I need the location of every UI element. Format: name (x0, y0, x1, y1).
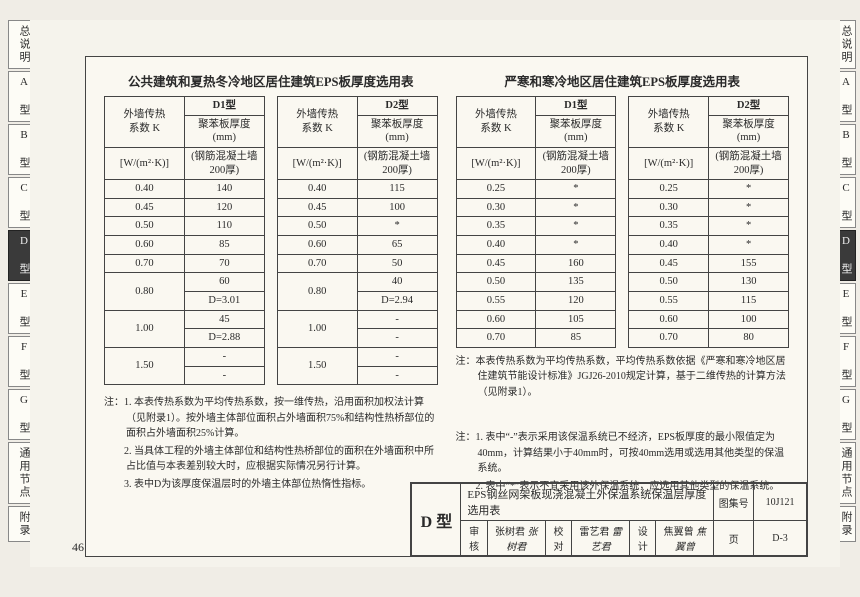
tb-a-val: 张树君 (495, 527, 525, 538)
tb-b-val: 雷艺君 (579, 527, 609, 538)
tb-desc: EPS钢丝网架板现浇混凝土外保温系统保温层厚度选用表 (461, 484, 714, 521)
tb-page-lab: 页 (714, 521, 754, 556)
tb-type: D 型 (412, 484, 461, 556)
left-notes: 注：1. 本表传热系数为平均传热系数，按一维传热，沿用面积加权法计算（见附录1）… (104, 395, 438, 494)
note-line: 3. 表中D为该厚度保温层时的外墙主体部位热惰性指标。 (126, 477, 438, 493)
note-line: 2. 当具体工程的外墙主体部位和结构性热桥部位的面积在外墙面积中所占比值与本表差… (126, 444, 438, 475)
drawing-frame: 公共建筑和夏热冬冷地区居住建筑EPS板厚度选用表 外墙传热系数 K D1型 聚苯… (85, 56, 808, 557)
left-table-title: 公共建筑和夏热冬冷地区居住建筑EPS板厚度选用表 (104, 71, 438, 90)
left-d2-table: 外墙传热系数 K D2型 聚苯板厚度 (mm) [W/(m²·K)](钢筋混凝土… (277, 96, 438, 385)
tb-set-label: 图集号 (714, 484, 754, 521)
note-line: 注：1. 本表传热系数为平均传热系数，按一维传热，沿用面积加权法计算（见附录1）… (126, 395, 438, 442)
left-column: 公共建筑和夏热冬冷地区居住建筑EPS板厚度选用表 外墙传热系数 K D1型 聚苯… (104, 71, 438, 496)
page-sheet: 公共建筑和夏热冬冷地区居住建筑EPS板厚度选用表 外墙传热系数 K D1型 聚苯… (30, 20, 840, 567)
right-tables-wrap: 外墙传热系数 K D1型 聚苯板厚度 (mm) [W/(m²·K)](钢筋混凝土… (456, 96, 790, 348)
tb-set-no: 10J121 (754, 484, 807, 521)
tb-b-lab: 校对 (545, 521, 571, 556)
right-d1-table: 外墙传热系数 K D1型 聚苯板厚度 (mm) [W/(m²·K)](钢筋混凝土… (456, 96, 617, 348)
title-block: D 型 EPS钢丝网架板现浇混凝土外保温系统保温层厚度选用表 图集号 10J12… (410, 482, 807, 556)
note-text: 本表传热系数为平均传热系数，平均传热系数依据《严寒和寒冷地区居住建筑节能设计标准… (476, 356, 786, 398)
tb-c-lab: 设计 (630, 521, 656, 556)
note-label: 注： (456, 356, 476, 367)
note-line: 注：1. 表中“-”表示采用该保温系统已不经济，EPS板厚度的最小限值定为40m… (478, 430, 790, 477)
left-d1-table: 外墙传热系数 K D1型 聚苯板厚度 (mm) [W/(m²·K)](钢筋混凝土… (104, 96, 265, 385)
right-inline-note: 注：本表传热系数为平均传热系数，平均传热系数依据《严寒和寒冷地区居住建筑节能设计… (456, 354, 790, 403)
left-tables-wrap: 外墙传热系数 K D1型 聚苯板厚度 (mm) [W/(m²·K)](钢筋混凝土… (104, 96, 438, 385)
right-d2-table: 外墙传热系数 K D2型 聚苯板厚度 (mm) [W/(m²·K)](钢筋混凝土… (628, 96, 789, 348)
right-column: 严寒和寒冷地区居住建筑EPS板厚度选用表 外墙传热系数 K D1型 聚苯板厚度 … (456, 71, 790, 496)
tb-c-val: 焦翼曾 (664, 527, 694, 538)
page-number: 46 (72, 540, 84, 555)
tb-a-lab: 审核 (461, 521, 487, 556)
content-area: 公共建筑和夏热冬冷地区居住建筑EPS板厚度选用表 外墙传热系数 K D1型 聚苯… (104, 71, 789, 496)
right-table-title: 严寒和寒冷地区居住建筑EPS板厚度选用表 (456, 71, 790, 90)
tb-page-val: D-3 (754, 521, 807, 556)
